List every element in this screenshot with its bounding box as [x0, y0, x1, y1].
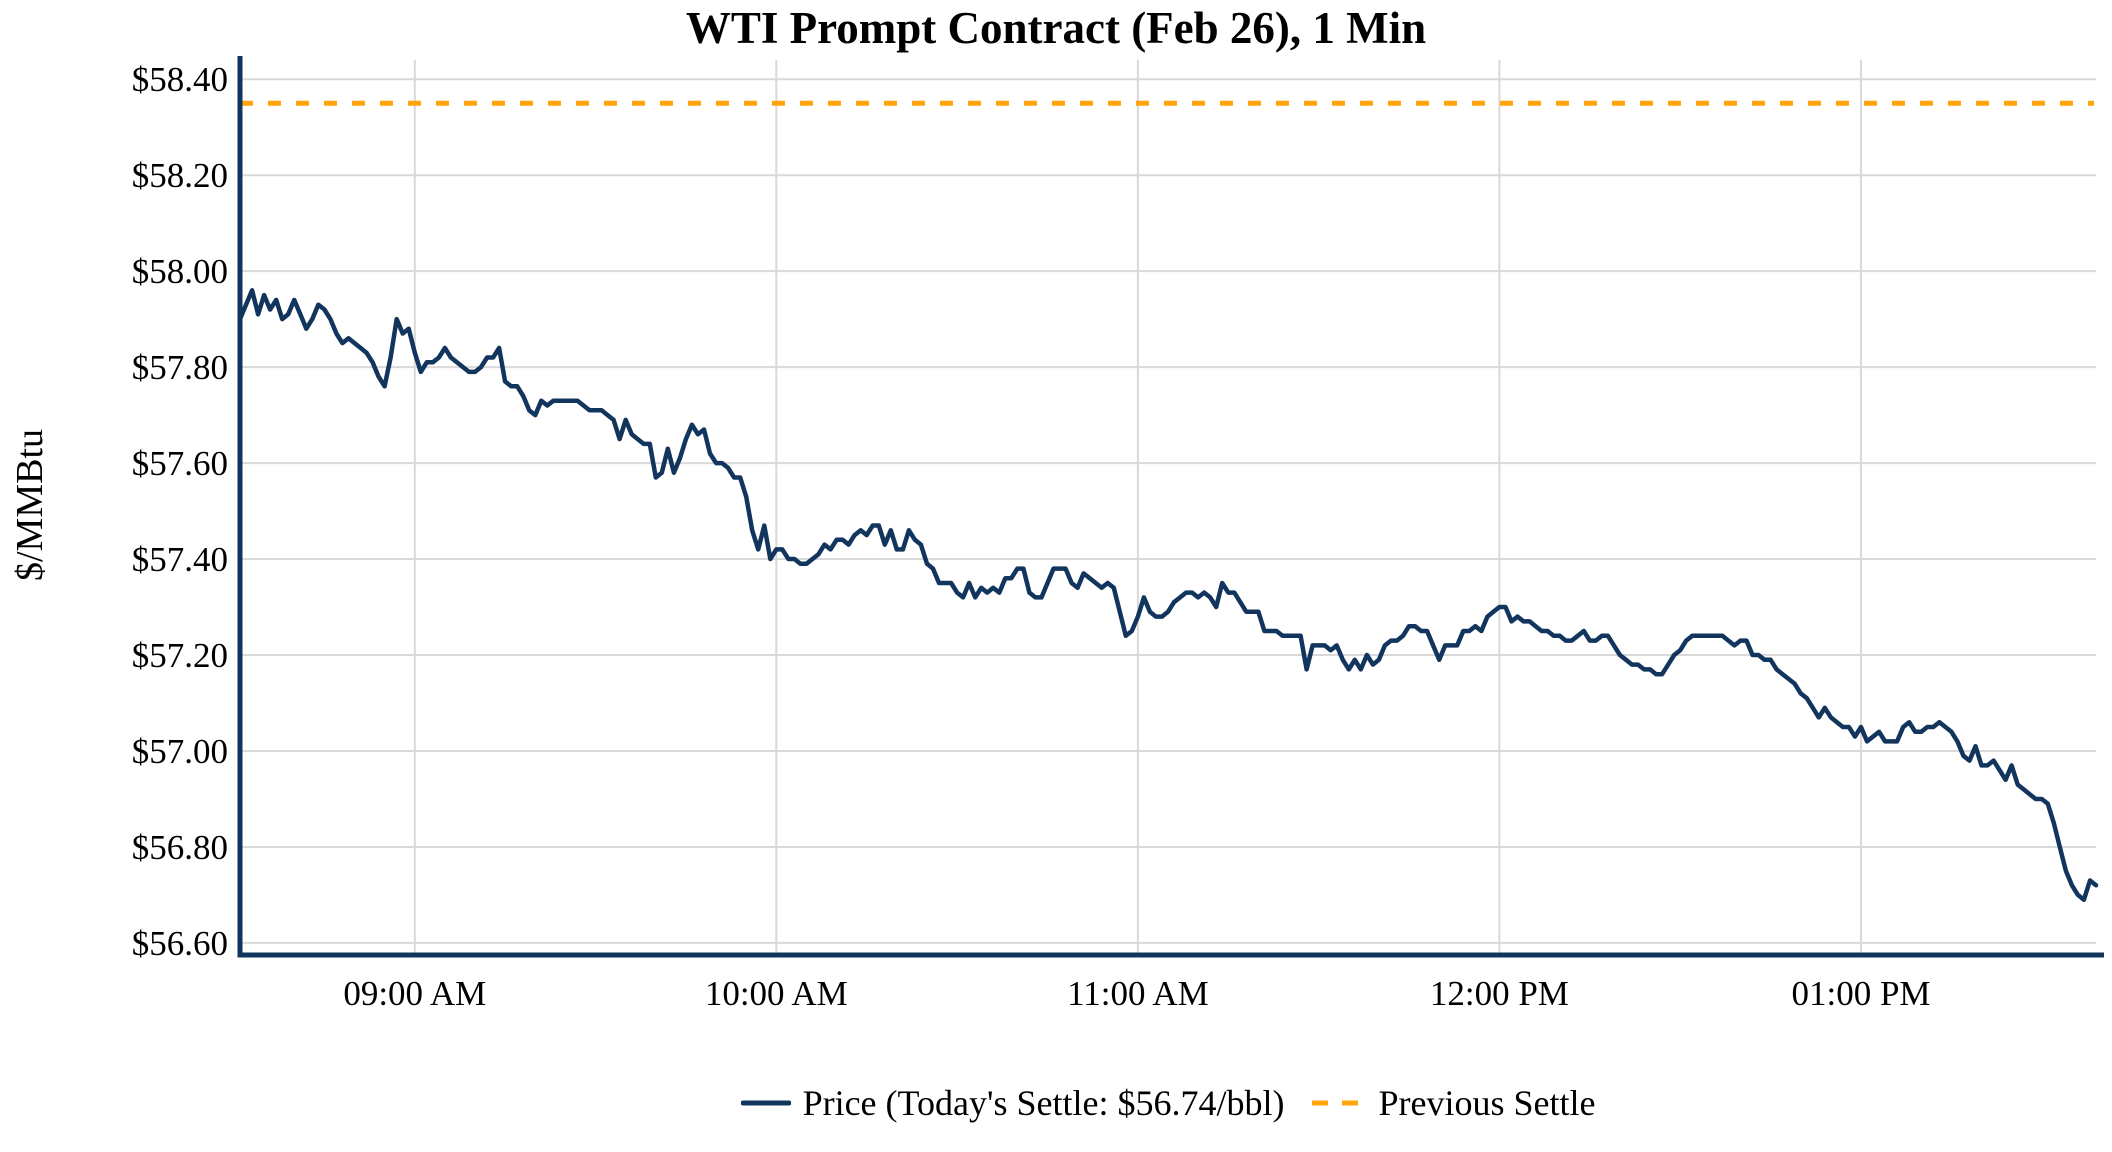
- y-tick-label: $58.40: [132, 60, 228, 99]
- x-tick-label: 12:00 PM: [1430, 974, 1569, 1013]
- y-tick-label: $57.60: [132, 444, 228, 483]
- y-tick-label: $56.80: [132, 828, 228, 867]
- price-line: [237, 288, 2099, 902]
- y-tick-label: $57.00: [132, 732, 228, 771]
- x-tick-label: 10:00 AM: [705, 974, 848, 1013]
- x-tick-label: 11:00 AM: [1067, 974, 1209, 1013]
- x-tick-label: 01:00 PM: [1791, 974, 1930, 1013]
- price-line-swatch-icon: [740, 1100, 791, 1106]
- y-tick-label: $58.20: [132, 156, 228, 195]
- y-tick-label: $57.40: [132, 540, 228, 579]
- y-tick-label: $57.80: [132, 348, 228, 387]
- legend-entry-previous-settle: Previous Settle: [1310, 1082, 1595, 1124]
- legend-entry-price: Price (Today's Settle: $56.74/bbl): [740, 1082, 1285, 1124]
- y-tick-label: $57.20: [132, 636, 228, 675]
- chart-title: WTI Prompt Contract (Feb 26), 1 Min: [685, 3, 1427, 53]
- chart-legend: Price (Today's Settle: $56.74/bbl) Previ…: [240, 1072, 2096, 1134]
- y-tick-label: $58.00: [132, 252, 228, 291]
- y-tick-label: $56.60: [132, 924, 228, 963]
- legend-previous-settle-label: Previous Settle: [1378, 1083, 1596, 1123]
- previous-settle-dash-swatch-icon: [1312, 1100, 1367, 1106]
- legend-price-label: Price (Today's Settle: $56.74/bbl): [802, 1083, 1285, 1123]
- x-tick-label: 09:00 AM: [343, 974, 486, 1013]
